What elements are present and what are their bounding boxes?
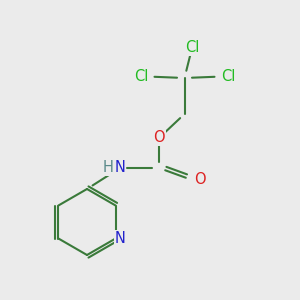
Text: N: N [115, 160, 125, 175]
Text: Cl: Cl [185, 40, 199, 56]
Text: Cl: Cl [221, 69, 235, 84]
Text: O: O [194, 172, 205, 188]
Text: H: H [103, 160, 113, 175]
Text: O: O [153, 130, 165, 146]
Text: N: N [115, 231, 125, 246]
Text: Cl: Cl [134, 69, 148, 84]
